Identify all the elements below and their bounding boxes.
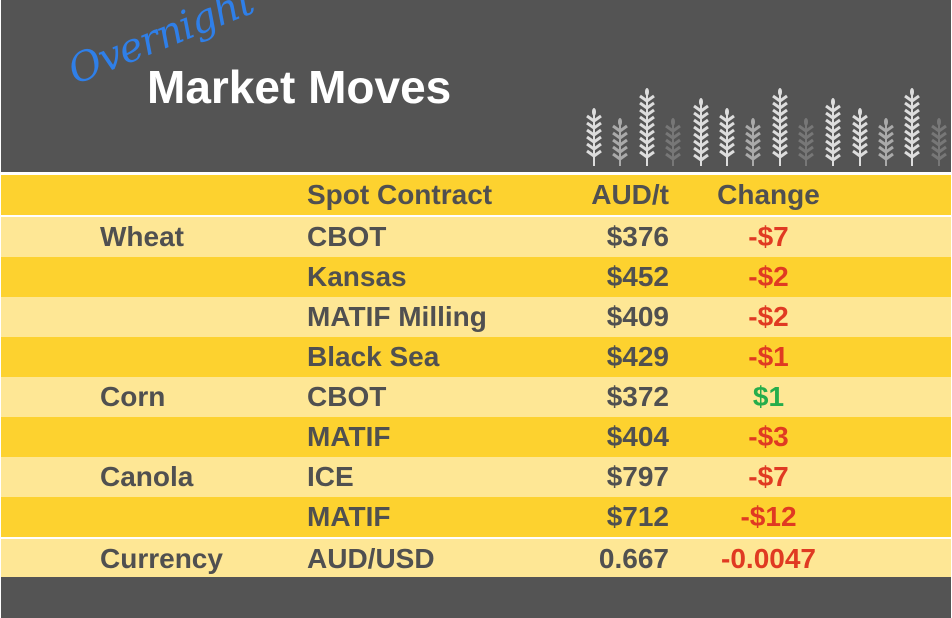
wheat-stalk-icon xyxy=(719,108,735,166)
cell-change: -$7 xyxy=(748,461,789,492)
wheat-stalk-icon xyxy=(825,98,841,166)
page-title: Market Moves xyxy=(147,61,452,113)
cell-change: -$2 xyxy=(748,301,789,332)
cell-price: $404 xyxy=(606,421,669,452)
wheat-stalk-icon xyxy=(852,108,868,166)
footer-bar xyxy=(1,577,951,618)
header-contract: Spot Contract xyxy=(307,179,493,210)
cell-price: 0.667 xyxy=(598,543,669,574)
cell-price: $797 xyxy=(606,461,669,492)
table-header-row: Spot Contract AUD/t Change xyxy=(1,175,951,215)
cell-change: -$12 xyxy=(740,501,797,532)
cell-change: -$2 xyxy=(748,261,789,292)
cell-contract: MATIF xyxy=(307,501,391,532)
table-row: Currency AUD/USD 0.667 -0.0047 xyxy=(1,537,951,579)
cell-price: $372 xyxy=(606,381,669,412)
cell-price: $409 xyxy=(606,301,669,332)
wheat-stalk-icon xyxy=(931,118,947,166)
cell-contract: ICE xyxy=(307,461,354,492)
cell-contract: Black Sea xyxy=(307,341,440,372)
cell-contract: MATIF xyxy=(307,421,391,452)
header-banner: Overnight Market Moves xyxy=(1,0,951,172)
wheat-stalk-icon xyxy=(798,118,814,166)
cell-change: -0.0047 xyxy=(721,543,816,574)
cell-price: $712 xyxy=(606,501,669,532)
cell-price: $429 xyxy=(606,341,669,372)
wheat-stalk-icon xyxy=(693,98,709,166)
wheat-stalk-icon xyxy=(612,118,628,166)
cell-price: $376 xyxy=(606,221,669,252)
table-row: Canola ICE $797 -$7 xyxy=(1,457,951,497)
wheat-stalk-icon xyxy=(745,118,761,166)
table-row: Black Sea $429 -$1 xyxy=(1,337,951,377)
wheat-stalk-icon xyxy=(665,118,681,166)
cell-contract: MATIF Milling xyxy=(307,301,487,332)
cell-change: -$7 xyxy=(748,221,789,252)
wheat-stalk-icon xyxy=(878,118,894,166)
table-row: Wheat CBOT $376 -$7 xyxy=(1,215,951,257)
cell-contract: AUD/USD xyxy=(307,543,435,574)
cell-contract: Kansas xyxy=(307,261,407,292)
cell-commodity: Canola xyxy=(100,461,194,492)
wheat-stalk-icon xyxy=(586,108,602,166)
cell-change: -$3 xyxy=(748,421,789,452)
cell-commodity: Corn xyxy=(100,381,166,412)
wheat-stalk-icon xyxy=(772,88,788,166)
cell-price: $452 xyxy=(606,261,669,292)
cell-change: $1 xyxy=(752,381,785,412)
table-row: MATIF $712 -$12 xyxy=(1,497,951,537)
wheat-stalk-icon xyxy=(904,88,920,166)
cell-commodity: Currency xyxy=(100,543,223,574)
table-row: Corn CBOT $372 $1 xyxy=(1,377,951,417)
header-price: AUD/t xyxy=(591,179,669,210)
table-row: Kansas $452 -$2 xyxy=(1,257,951,297)
cell-contract: CBOT xyxy=(307,381,387,412)
cell-contract: CBOT xyxy=(307,221,387,252)
cell-change: -$1 xyxy=(748,341,789,372)
wheat-stalks-icon xyxy=(586,88,947,166)
wheat-stalk-icon xyxy=(639,88,655,166)
market-table: Spot Contract AUD/t Change Wheat CBOT $376… xyxy=(1,175,951,579)
header-change: Change xyxy=(717,179,820,210)
table-row: MATIF $404 -$3 xyxy=(1,417,951,457)
cell-commodity: Wheat xyxy=(100,221,184,252)
table-row: MATIF Milling $409 -$2 xyxy=(1,297,951,337)
